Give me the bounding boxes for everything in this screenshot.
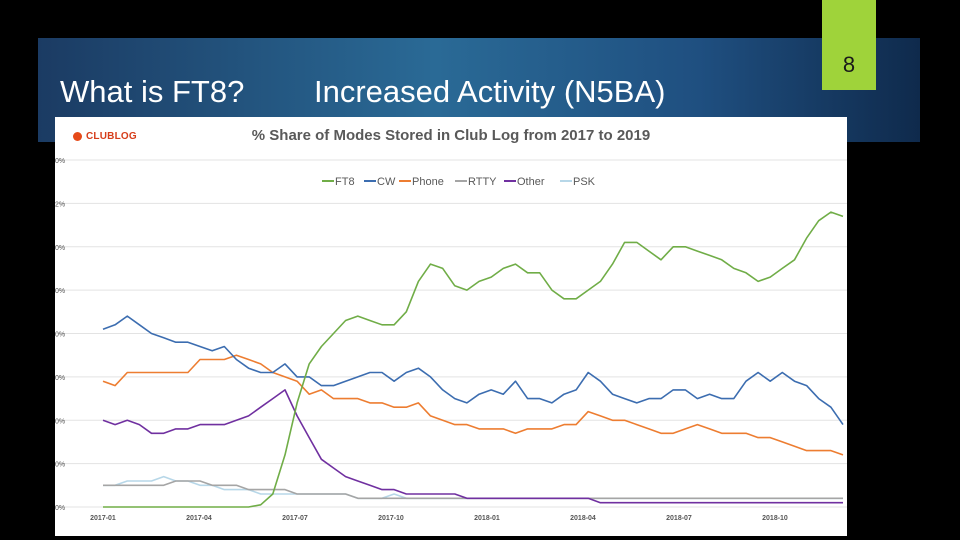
chart-panel: 0% 0% 0% 0% 0% 0% 0% 2% 0% 2017-01 2017-04 2017-07 2… <box>55 117 847 536</box>
y-tick-label: 2% <box>55 201 65 208</box>
x-tick-label: 2018-04 <box>570 515 596 522</box>
series-line-phone <box>102 354 844 456</box>
y-tick-label: 0% <box>55 418 65 425</box>
clublog-logo: CLUBLOG <box>73 128 137 144</box>
y-tick-label: 0% <box>55 462 65 469</box>
y-tick-label: 0% <box>55 505 65 512</box>
x-tick-label: 2017-01 <box>90 515 116 522</box>
series-line-other <box>102 389 843 504</box>
legend-label: FT8 <box>335 176 355 188</box>
page-number-tab: 8 <box>822 0 876 90</box>
line-chart: 0% 0% 0% 0% 0% 0% 0% 2% 0% 2017-01 2017-04 2017-07 2… <box>55 127 847 522</box>
chart-title: % Share of Modes Stored in Club Log from… <box>252 127 650 144</box>
legend-label: Other <box>517 176 545 188</box>
series-line-cw <box>102 315 844 426</box>
x-tick-label: 2017-10 <box>378 515 404 522</box>
y-tick-label: 0% <box>55 375 65 382</box>
legend-label: RTTY <box>468 176 497 188</box>
x-tick-label: 2018-07 <box>666 515 692 522</box>
slide-subtitle: Increased Activity (N5BA) <box>314 74 666 109</box>
clublog-logo-icon <box>73 131 82 141</box>
legend-label: CW <box>377 176 396 188</box>
slide-title: What is FT8? <box>60 74 245 109</box>
series-line-psk <box>103 475 843 500</box>
page-number: 8 <box>842 52 856 77</box>
legend-label: PSK <box>573 176 596 188</box>
y-tick-label: 0% <box>55 158 65 165</box>
legend-label: Phone <box>412 176 444 188</box>
x-tick-label: 2018-01 <box>474 515 500 522</box>
x-tick-label: 2017-04 <box>186 515 212 522</box>
series-line-ft8 <box>103 211 844 508</box>
x-tick-label: 2017-07 <box>282 515 308 522</box>
y-tick-label: 0% <box>55 288 65 295</box>
y-tick-label: 0% <box>55 332 65 339</box>
clublog-logo-text: CLUBLOG <box>86 130 137 142</box>
x-tick-label: 2018-10 <box>762 515 788 522</box>
y-tick-label: 0% <box>55 245 65 252</box>
series-line-rtty <box>103 480 843 500</box>
